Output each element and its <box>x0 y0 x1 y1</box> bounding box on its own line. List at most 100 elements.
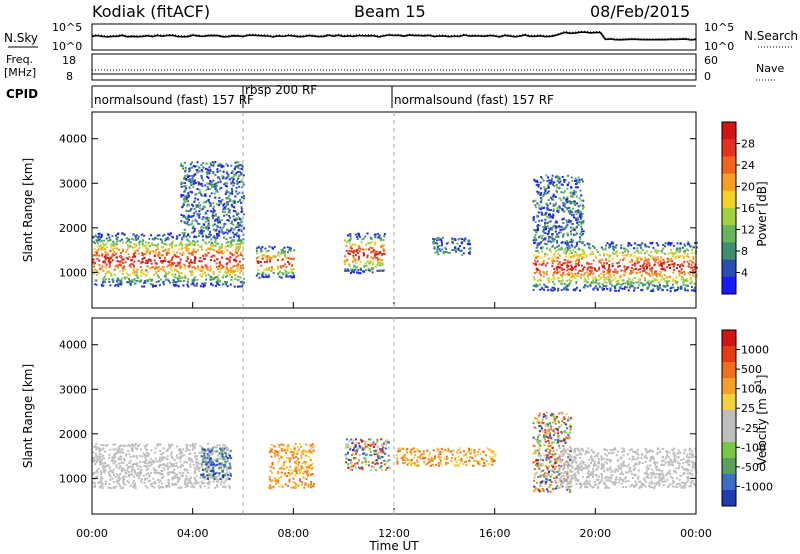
scatter-cell <box>229 256 232 259</box>
scatter-cell <box>359 272 362 275</box>
scatter-cell <box>377 252 380 255</box>
scatter-cell <box>186 484 189 487</box>
scatter-cell <box>678 265 681 268</box>
scatter-cell <box>534 262 537 264</box>
scatter-cell <box>360 446 363 449</box>
scatter-cell <box>579 189 582 192</box>
scatter-cell <box>661 251 664 254</box>
scatter-cell <box>345 249 348 252</box>
scatter-cell <box>201 225 204 228</box>
scatter-cell <box>647 281 650 284</box>
scatter-cell <box>229 252 232 255</box>
scatter-cell <box>534 234 537 237</box>
scatter-cell <box>154 447 157 450</box>
scatter-cell <box>494 453 497 456</box>
scatter-cell <box>139 472 142 475</box>
scatter-cell <box>588 266 591 269</box>
scatter-cell <box>204 272 206 275</box>
scatter-cell <box>140 279 143 282</box>
scatter-cell <box>195 284 198 287</box>
scatter-cell <box>170 265 173 268</box>
scatter-cell <box>613 285 616 288</box>
scatter-cell <box>172 284 175 286</box>
scatter-cell <box>214 446 217 449</box>
scatter-cell <box>117 451 120 454</box>
scatter-cell <box>559 226 562 229</box>
scatter-cell <box>630 244 633 247</box>
scatter-cell <box>182 235 185 238</box>
scatter-cell <box>686 243 689 246</box>
scatter-cell <box>98 259 101 262</box>
scatter-cell <box>154 237 157 240</box>
scatter-cell <box>133 265 135 268</box>
scatter-cell <box>183 264 186 267</box>
scatter-cell <box>161 456 164 459</box>
scatter-cell <box>633 287 636 290</box>
scatter-cell <box>564 205 567 208</box>
scatter-cell <box>660 249 663 252</box>
scatter-cell <box>628 242 630 245</box>
scatter-cell <box>668 264 670 266</box>
scatter-cell <box>209 265 212 268</box>
scatter-cell <box>554 270 556 273</box>
scatter-cell <box>424 463 427 466</box>
scatter-cell <box>533 180 536 182</box>
scatter-cell <box>146 265 149 268</box>
scatter-cell <box>113 251 116 253</box>
scatter-cell <box>289 447 292 450</box>
scatter-cell <box>280 475 283 478</box>
scatter-cell <box>538 220 540 222</box>
scatter-cell <box>141 455 144 458</box>
scatter-cell <box>146 262 149 264</box>
scatter-cell <box>128 444 131 446</box>
scatter-cell <box>350 245 353 248</box>
scatter-cell <box>173 281 176 284</box>
scatter-cell <box>563 282 566 285</box>
scatter-cell <box>307 486 310 488</box>
scatter-cell <box>563 217 565 220</box>
scatter-cell <box>598 285 601 288</box>
scatter-cell <box>201 273 204 275</box>
scatter-cell <box>122 480 125 483</box>
scatter-cell <box>296 452 299 455</box>
scatter-cell <box>412 456 415 459</box>
scatter-cell <box>633 277 636 279</box>
scatter-cell <box>203 478 206 481</box>
scatter-cell <box>676 289 679 291</box>
scatter-cell <box>222 165 225 168</box>
scatter-cell <box>575 219 578 222</box>
scatter-cell <box>373 449 376 452</box>
scatter-cell <box>579 232 582 235</box>
scatter-cell <box>166 265 169 268</box>
scatter-cell <box>278 476 281 479</box>
scatter-cell <box>535 206 538 209</box>
scatter-cell <box>566 273 569 276</box>
scatter-cell <box>173 262 176 265</box>
scatter-cell <box>179 451 182 454</box>
scatter-cell <box>311 446 314 449</box>
scatter-cell <box>305 454 308 457</box>
scatter-cell <box>662 258 665 261</box>
scatter-cell <box>183 276 186 279</box>
scatter-cell <box>190 274 193 277</box>
scatter-cell <box>143 453 146 456</box>
scatter-cell <box>206 225 209 228</box>
scatter-cell <box>294 451 297 454</box>
scatter-cell <box>193 262 196 264</box>
scatter-cell <box>534 250 537 252</box>
scatter-cell <box>95 442 98 445</box>
scatter-cell <box>134 482 136 485</box>
scatter-cell <box>267 275 270 278</box>
scatter-cell <box>173 275 176 278</box>
scatter-cell <box>534 204 537 207</box>
scatter-cell <box>375 469 377 471</box>
scatter-cell <box>114 244 117 247</box>
scatter-cell <box>239 224 242 227</box>
scatter-cell <box>179 452 181 455</box>
scatter-cell <box>233 233 236 236</box>
scatter-cell <box>445 250 448 253</box>
scatter-cell <box>145 241 147 244</box>
scatter-cell <box>464 237 467 240</box>
scatter-cell <box>684 279 687 282</box>
scatter-cell <box>237 224 240 227</box>
